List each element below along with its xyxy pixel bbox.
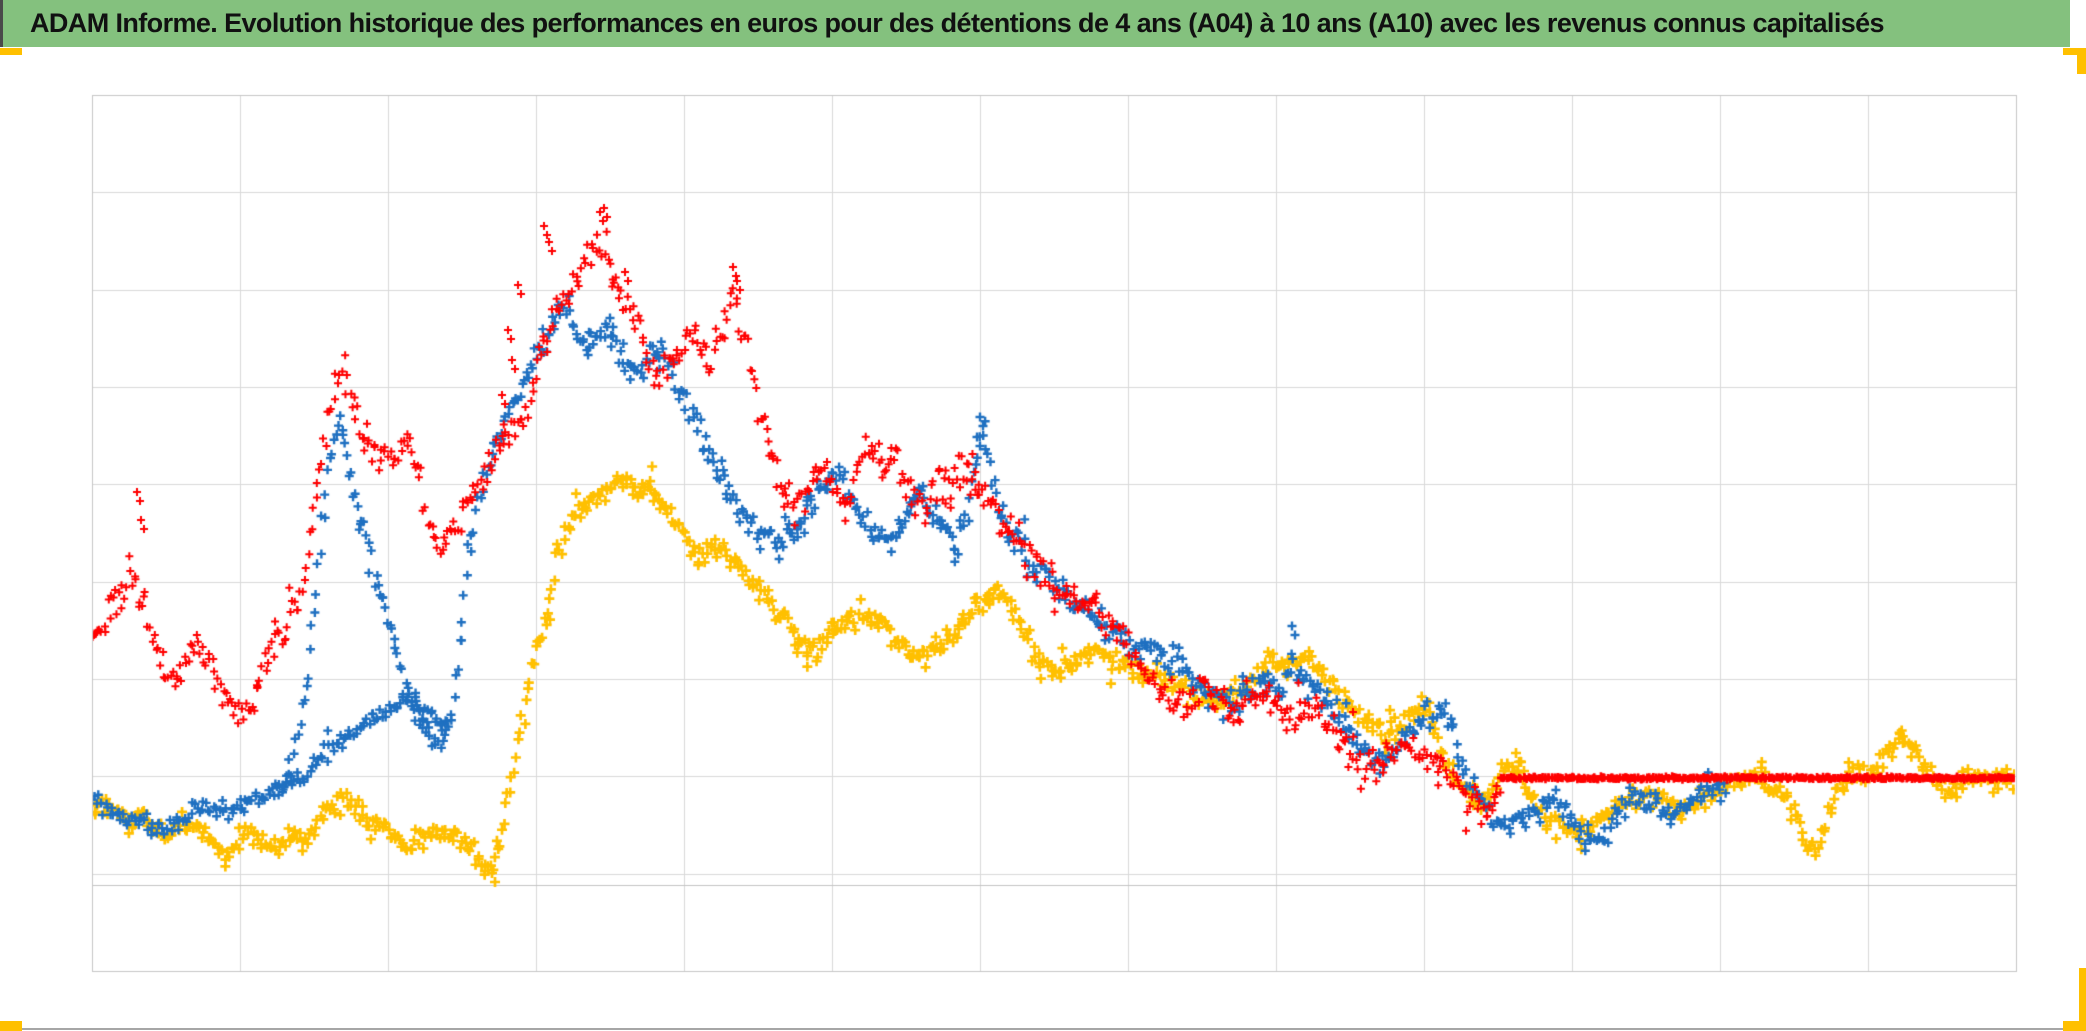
bottom-divider-line [22,1028,2063,1030]
selection-corner-top-right[interactable] [2063,48,2086,55]
title-bar: ADAM Informe. Evolution historique des p… [0,0,2070,47]
page-title: ADAM Informe. Evolution historique des p… [30,8,1885,38]
title-bar-left-edge [0,0,3,47]
selection-corner-bottom-right[interactable] [2079,968,2086,1031]
selection-corner-bottom-right-foot[interactable] [2063,1021,2086,1031]
selection-corner-bottom-left[interactable] [0,1021,22,1031]
selection-corner-top-right-stub[interactable] [2077,48,2086,74]
selection-corner-top-left[interactable] [0,48,22,55]
